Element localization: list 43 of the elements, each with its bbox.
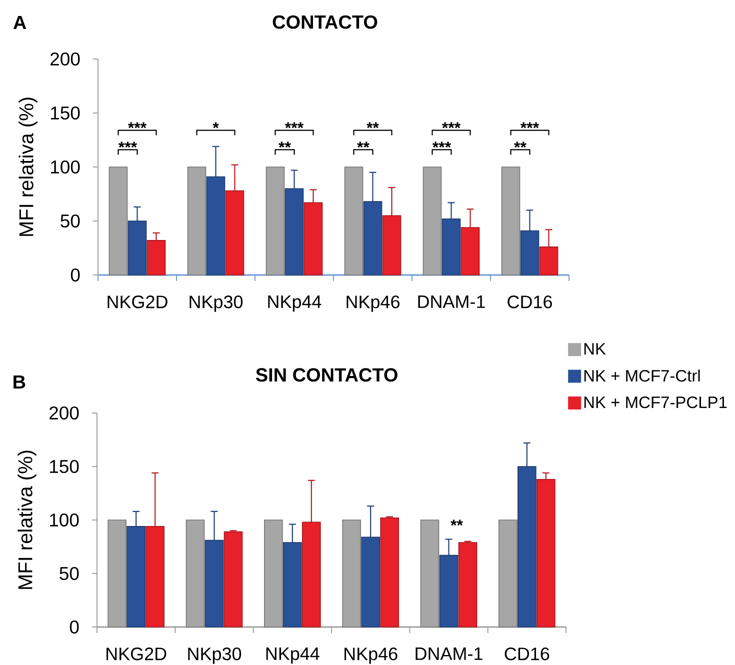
legend-label: NK — [584, 343, 606, 355]
annotation: *** — [442, 122, 461, 128]
y-axis-title: MFI relativa (%) — [18, 98, 38, 236]
text: B — [14, 375, 26, 389]
x-tick-label: CD16 — [508, 296, 552, 308]
annotation: ** — [450, 520, 463, 526]
annotation: *** — [284, 122, 304, 128]
x-tick-label: CD16 — [504, 648, 550, 660]
x-tick-label: NKG2D — [108, 296, 168, 308]
annotation: *** — [432, 142, 452, 148]
annotation: ** — [357, 142, 370, 148]
x-tick-label: NKp30 — [188, 648, 242, 664]
y-tick-label: 150 — [50, 460, 79, 474]
x-tick-label: NKp44 — [268, 296, 322, 312]
x-tick-label: NKp46 — [346, 296, 400, 312]
y-tick-label: 50 — [60, 566, 79, 580]
annotation: *** — [128, 122, 147, 128]
annotation: ** — [514, 142, 526, 148]
y-tick-label: 50 — [60, 214, 80, 228]
annotation: * — [212, 122, 219, 128]
x-tick-label: NKp44 — [266, 648, 320, 664]
annotation: ** — [278, 142, 291, 148]
text: A — [13, 16, 26, 30]
annotation: *** — [118, 142, 138, 148]
x-tick-label: DNAM-1 — [418, 296, 485, 308]
y-tick-label: 0 — [70, 620, 79, 634]
x-tick-label: NKp46 — [344, 648, 398, 664]
x-tick-label: NKG2D — [106, 648, 166, 660]
y-axis-title: MFI relativa (%) — [18, 450, 36, 589]
y-tick-label: 200 — [50, 52, 80, 66]
y-tick-label: 200 — [50, 406, 79, 420]
annotation: *** — [520, 122, 540, 128]
chart-title: CONTACTO — [272, 15, 378, 29]
y-tick-label: 100 — [51, 160, 80, 174]
y-tick-label: 0 — [70, 268, 80, 282]
annotation: ** — [366, 122, 379, 128]
legend-label: NK + MCF7-PCLP1 — [584, 396, 727, 408]
x-tick-label: NKp30 — [190, 296, 243, 312]
x-tick-label: DNAM-1 — [416, 648, 482, 660]
chart-title: SIN CONTACTO — [256, 368, 398, 382]
y-tick-label: 150 — [51, 106, 80, 120]
y-tick-label: 100 — [50, 513, 79, 527]
legend-label: NK + MCF7-Ctrl — [584, 370, 700, 382]
